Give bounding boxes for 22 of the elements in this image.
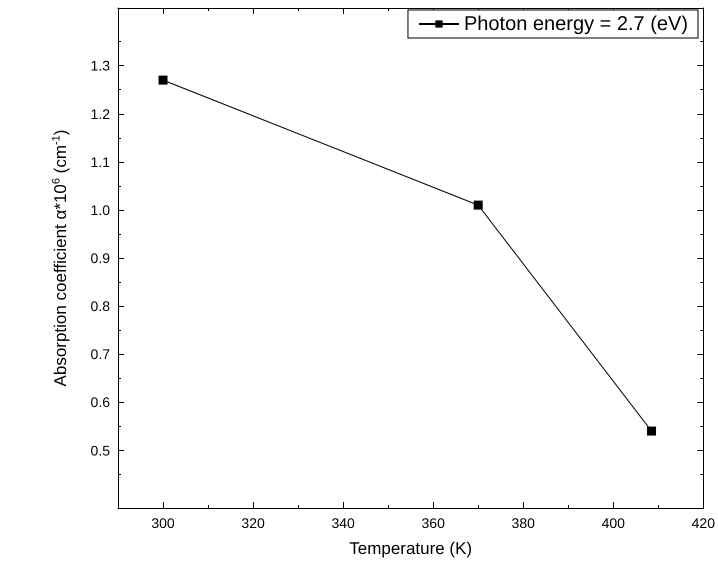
y-tick-label: 0.7: [90, 346, 110, 362]
x-tick-label: 380: [512, 515, 536, 531]
point: [647, 426, 656, 436]
x-tick-label: 300: [151, 515, 175, 531]
y-axis-title: Absorption coefficient α*106 (cm-1): [50, 130, 70, 386]
x-axis-title: Temperature (K): [349, 539, 472, 558]
x-tick-label: 360: [421, 515, 446, 531]
point: [474, 200, 483, 210]
x-tick-label: 320: [241, 515, 265, 531]
y-tick-label: 1.1: [90, 154, 110, 170]
y-tick-label: 1.0: [90, 202, 110, 218]
y-tick-label: 0.8: [90, 298, 110, 314]
y-tick-label: 0.9: [90, 250, 110, 266]
x-tick-label: 400: [602, 515, 626, 531]
y-tick-label: 1.2: [90, 106, 110, 122]
y-tick-label: 0.6: [90, 394, 110, 410]
point: [158, 76, 168, 85]
y-tick-label: 1.3: [90, 58, 110, 74]
x-tick-label: 420: [692, 515, 716, 531]
legend-label: Photon energy = 2.7 (eV): [464, 13, 688, 35]
x-tick-label: 340: [331, 515, 356, 531]
y-tick-label: 0.5: [90, 442, 110, 458]
